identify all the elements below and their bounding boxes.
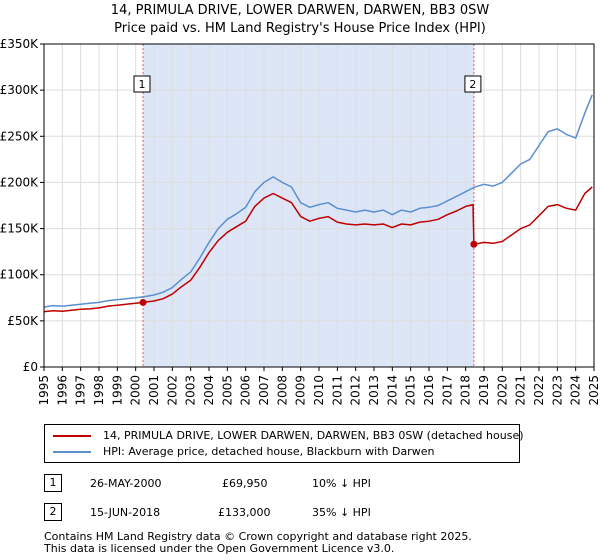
legend-item-property: 14, PRIMULA DRIVE, LOWER DARWEN, DARWEN,…	[53, 428, 524, 444]
series-line	[43, 186, 593, 313]
x-tick-label: 1995	[37, 375, 51, 406]
x-tick-label: 2006	[239, 375, 253, 406]
title-line-1: 14, PRIMULA DRIVE, LOWER DARWEN, DARWEN,…	[110, 3, 490, 18]
y-tick-label: £200K	[0, 175, 39, 189]
y-tick-label: £150K	[0, 222, 39, 236]
x-tick-label: 2019	[477, 375, 491, 406]
x-tick-label: 1999	[110, 375, 124, 406]
sale-marker-box	[133, 75, 151, 93]
series-line	[43, 94, 593, 308]
y-tick-label: £250K	[0, 129, 39, 143]
transaction-date: 15-JUN-2018	[90, 506, 161, 519]
x-tick-label: 2025	[587, 375, 600, 406]
transaction-number-badge: 2	[44, 503, 62, 521]
sale-points	[139, 240, 478, 306]
series-lines	[43, 94, 593, 313]
y-tick-label: £300K	[0, 83, 39, 97]
x-tick-label: 1998	[92, 375, 106, 406]
chart-legend: 14, PRIMULA DRIVE, LOWER DARWEN, DARWEN,…	[44, 424, 524, 463]
transaction-hpi-diff: 35% ↓ HPI	[312, 506, 371, 519]
x-tick-label: 2023	[550, 375, 564, 406]
legend-hpi-swatch	[53, 451, 91, 453]
x-tick-label: 2001	[147, 375, 161, 406]
transaction-hpi-diff: 10% ↓ HPI	[312, 477, 371, 490]
sale-point	[470, 240, 478, 248]
x-tick-label: 1996	[55, 375, 69, 406]
footer-line-2: This data is licensed under the Open Gov…	[44, 542, 395, 555]
x-tick-label: 2017	[440, 375, 454, 406]
x-tick-label: 2000	[129, 375, 143, 406]
chart-title: 14, PRIMULA DRIVE, LOWER DARWEN, DARWEN,…	[0, 2, 600, 38]
x-tick-label: 2024	[569, 375, 583, 406]
x-tick-label: 2009	[294, 375, 308, 406]
x-tick-label: 2015	[404, 375, 418, 406]
x-tick-label: 2018	[459, 375, 473, 406]
x-tick-label: 2010	[312, 375, 326, 406]
sale-marker-label: 2	[469, 78, 476, 91]
y-tick-label: £50K	[7, 314, 39, 328]
price-chart: £0 £50K £100K £150K £200K £250K £300K £350K 199…	[0, 37, 600, 406]
y-tick-label: £0	[23, 360, 38, 374]
legend-item-hpi: HPI: Average price, detached house, Blac…	[53, 444, 434, 460]
x-tick-label: 2007	[257, 375, 271, 406]
x-tick-label: 2004	[202, 375, 216, 406]
x-tick-label: 2011	[330, 375, 344, 406]
x-axis-ticks: 1995 1996 1997 1998 1999 2000 2001 2002 2003 2004…	[37, 367, 600, 406]
x-tick-label: 2021	[514, 375, 528, 406]
x-tick-label: 1997	[74, 375, 88, 406]
transaction-number-badge: 1	[44, 474, 62, 492]
footer-line-1: Contains HM Land Registry data © Crown c…	[44, 530, 472, 543]
y-tick-label: £350K	[0, 37, 39, 51]
ownership-period-shade	[143, 44, 474, 367]
sale-point	[139, 298, 147, 306]
sale-marker-label: 1	[139, 78, 146, 91]
x-tick-label: 2022	[532, 375, 546, 406]
x-tick-label: 2020	[495, 375, 509, 406]
sale-marker-lines	[142, 44, 475, 367]
x-tick-label: 2005	[220, 375, 234, 406]
y-axis-ticks: £0 £50K £100K £150K £200K £250K £300K £350K	[0, 37, 44, 374]
x-tick-label: 2008	[275, 375, 289, 406]
footer-attribution: Contains HM Land Registry data © Crown c…	[44, 531, 472, 555]
x-tick-label: 2013	[367, 375, 381, 406]
legend-property-label: 14, PRIMULA DRIVE, LOWER DARWEN, DARWEN,…	[103, 429, 524, 442]
transaction-price: £133,000	[218, 506, 271, 519]
x-tick-label: 2003	[184, 375, 198, 406]
legend-hpi-label: HPI: Average price, detached house, Blac…	[103, 445, 435, 458]
legend-property-swatch	[53, 435, 91, 437]
x-tick-label: 2012	[349, 375, 363, 406]
x-tick-label: 2014	[385, 375, 399, 406]
transaction-date: 26-MAY-2000	[90, 477, 162, 490]
sale-marker-box	[464, 75, 482, 93]
x-tick-label: 2016	[422, 375, 436, 406]
x-tick-label: 2002	[165, 375, 179, 406]
y-tick-label: £100K	[0, 268, 39, 282]
title-line-2: Price paid vs. HM Land Registry's House …	[114, 21, 486, 36]
transaction-price: £69,950	[222, 477, 268, 490]
